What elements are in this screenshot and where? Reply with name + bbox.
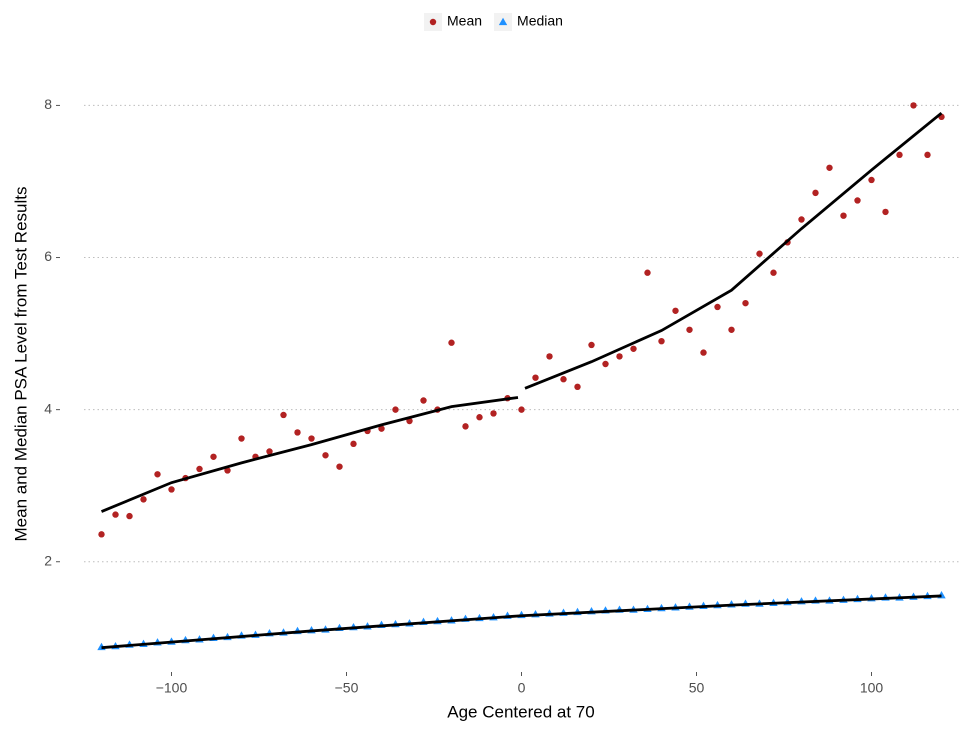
point xyxy=(756,250,763,257)
point xyxy=(658,337,665,345)
point xyxy=(406,417,413,425)
point xyxy=(224,467,231,474)
point xyxy=(168,486,175,493)
point xyxy=(728,326,735,333)
point xyxy=(854,197,861,204)
point xyxy=(826,164,833,171)
point xyxy=(644,269,651,276)
point xyxy=(560,376,567,383)
y-axis-title: Mean and Median PSA Level from Test Resu… xyxy=(11,187,30,542)
point xyxy=(126,512,133,520)
x-tick-label: 50 xyxy=(689,680,705,696)
point xyxy=(602,360,609,368)
point xyxy=(392,406,399,413)
point xyxy=(462,423,469,430)
point xyxy=(924,151,931,159)
point xyxy=(420,397,427,404)
point xyxy=(294,429,301,436)
point xyxy=(700,349,707,356)
point xyxy=(770,269,777,276)
point xyxy=(798,216,805,223)
point xyxy=(714,303,721,311)
y-tick-label: 4 xyxy=(44,400,52,416)
point xyxy=(672,307,679,314)
point xyxy=(616,353,623,360)
point xyxy=(868,176,875,184)
point xyxy=(812,189,819,197)
y-tick-label: 6 xyxy=(44,248,52,264)
legend-text: Median xyxy=(517,13,563,29)
point xyxy=(210,453,217,460)
point xyxy=(742,299,749,307)
x-tick-label: −50 xyxy=(335,680,359,696)
x-axis-title: Age Centered at 70 xyxy=(447,702,594,721)
point xyxy=(448,339,455,346)
point xyxy=(280,411,287,419)
point xyxy=(840,212,847,219)
legend-marker xyxy=(429,18,437,26)
x-tick-label: 0 xyxy=(518,680,526,696)
point xyxy=(882,208,889,216)
point xyxy=(196,465,203,473)
point xyxy=(322,452,329,459)
point xyxy=(588,341,595,349)
fit-line xyxy=(101,594,942,650)
fit-line xyxy=(524,111,943,390)
fit-line xyxy=(100,396,519,513)
point xyxy=(896,151,903,159)
point xyxy=(378,425,385,432)
point xyxy=(98,531,105,538)
point xyxy=(574,383,581,391)
x-tick-label: −100 xyxy=(156,680,188,696)
point xyxy=(238,435,245,442)
point xyxy=(140,496,147,503)
point xyxy=(266,448,273,455)
point xyxy=(532,374,539,381)
point xyxy=(518,406,525,413)
y-tick-label: 2 xyxy=(44,552,52,568)
point xyxy=(490,410,497,417)
point xyxy=(546,353,553,360)
point xyxy=(630,345,637,352)
point xyxy=(476,414,483,421)
point xyxy=(112,511,119,518)
point xyxy=(910,102,917,109)
legend-text: Mean xyxy=(447,13,482,29)
point xyxy=(154,471,161,478)
point xyxy=(308,435,315,442)
point xyxy=(350,440,357,448)
legend-marker xyxy=(498,17,508,26)
point xyxy=(686,326,693,333)
x-tick-label: 100 xyxy=(860,680,884,696)
point xyxy=(336,463,343,470)
y-tick-label: 8 xyxy=(44,96,52,112)
